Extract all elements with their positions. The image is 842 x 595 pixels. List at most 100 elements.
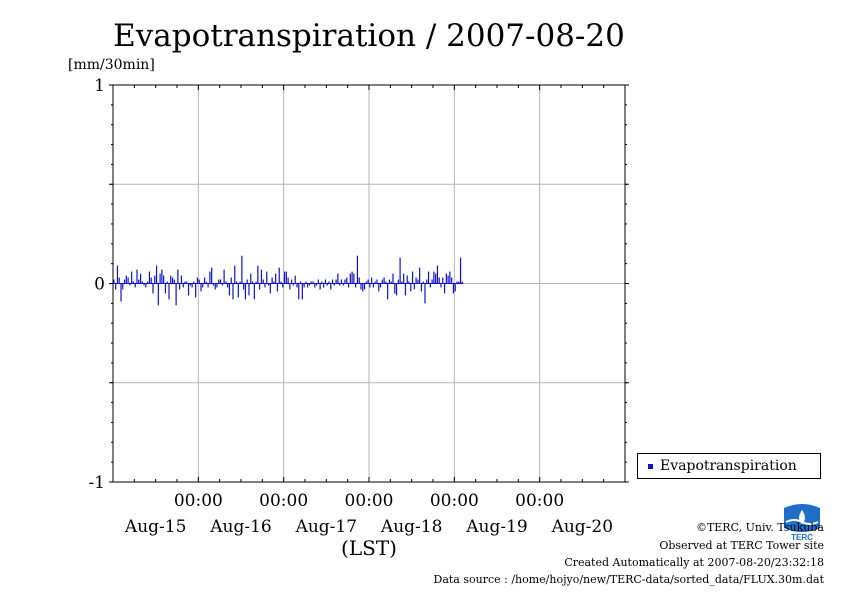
data-bar <box>136 269 138 284</box>
data-bar <box>143 283 145 286</box>
data-bar <box>250 273 252 284</box>
x-tick-time-label: 00:00 <box>345 491 394 511</box>
data-bar <box>451 277 453 284</box>
data-bar <box>413 283 415 290</box>
data-bar <box>388 279 391 284</box>
data-bar <box>120 283 122 302</box>
data-bar <box>351 271 353 284</box>
data-bar <box>200 283 202 292</box>
data-bar <box>182 283 184 288</box>
data-bar <box>433 271 435 284</box>
data-bar <box>276 283 279 292</box>
data-bar <box>285 271 287 284</box>
data-bar <box>459 257 462 284</box>
data-bar <box>298 283 300 300</box>
data-bar <box>219 279 222 284</box>
data-bar <box>294 275 296 284</box>
data-bar <box>356 255 359 284</box>
data-bar <box>209 271 211 284</box>
legend-swatch <box>648 464 653 469</box>
data-bar <box>141 281 143 284</box>
data-bar <box>429 283 431 288</box>
data-bar <box>202 283 204 288</box>
footer-created: Created Automatically at 2007-08-20/23:3… <box>564 556 824 569</box>
data-bar <box>198 279 200 284</box>
data-bar <box>243 283 245 290</box>
data-bar <box>147 281 149 284</box>
data-bar <box>365 281 367 284</box>
data-bar <box>271 277 273 284</box>
logo-text: TERC <box>791 533 813 542</box>
data-bar <box>180 275 183 284</box>
x-tick-time-label: 00:00 <box>174 491 223 511</box>
x-tick-date-label: Aug-16 <box>209 517 271 537</box>
data-bar <box>123 279 126 284</box>
data-bar <box>262 279 264 284</box>
data-bar <box>419 267 421 284</box>
data-bar <box>175 283 177 306</box>
data-bar <box>223 269 225 284</box>
data-bar <box>317 279 319 284</box>
data-bar <box>362 283 364 292</box>
data-bar <box>230 277 232 284</box>
data-bar <box>248 283 250 296</box>
data-bar <box>171 277 174 284</box>
data-bar <box>315 283 318 286</box>
x-tick-time-label: 00:00 <box>430 491 479 511</box>
data-bar <box>401 281 403 284</box>
data-bar <box>458 281 460 284</box>
y-tick-label: 1 <box>94 76 105 96</box>
footer-copyright: ©TERC, Univ. Tsukuba <box>695 521 824 534</box>
data-bar <box>330 283 332 290</box>
data-bar <box>399 257 401 284</box>
data-bar <box>424 283 426 304</box>
x-tick-date-label: Aug-17 <box>295 517 357 537</box>
data-bar <box>228 283 231 296</box>
data-bar <box>196 277 199 284</box>
data-bar <box>159 273 161 284</box>
x-tick-labels: 00:00 00:00 00:00 00:00 00:00 Aug-15 Aug-16 Aug… <box>124 491 613 537</box>
x-tick-date-label: Aug-18 <box>380 517 442 537</box>
data-bar <box>379 283 382 288</box>
data-bar <box>305 281 307 284</box>
data-bar <box>221 283 223 286</box>
footer-observed: Observed at TERC Tower site <box>659 539 824 552</box>
data-bar <box>308 283 311 286</box>
data-bar <box>227 283 229 288</box>
data-bar <box>449 271 451 284</box>
data-bar <box>177 269 179 284</box>
footer-source: Data source : /home/hojyo/new/TERC-data/… <box>433 573 825 586</box>
data-bar <box>303 283 305 288</box>
data-bar <box>163 275 165 284</box>
data-bar <box>168 283 170 300</box>
data-bar <box>115 283 117 290</box>
data-bar <box>440 283 442 288</box>
data-bar <box>461 281 463 284</box>
data-bar <box>173 279 175 284</box>
data-bar <box>385 281 387 284</box>
data-bar <box>246 279 248 284</box>
data-bar <box>324 279 327 284</box>
data-bar <box>454 283 456 292</box>
data-bar <box>127 277 129 284</box>
data-bar <box>211 267 213 284</box>
data-bar <box>232 283 234 300</box>
terc-logo-icon: TERC <box>782 502 822 542</box>
data-bar <box>431 279 433 284</box>
x-tick-date-label: Aug-15 <box>124 517 186 537</box>
data-bar <box>372 283 375 288</box>
x-tick-time-label: 00:00 <box>515 491 564 511</box>
data-bar <box>374 281 376 284</box>
data-bar <box>319 283 321 290</box>
data-bar <box>113 279 115 284</box>
y-axis-label: [mm/30min] <box>68 57 155 73</box>
data-bar <box>259 283 261 290</box>
data-bar <box>328 281 330 284</box>
y-tick-labels: 1 0 -1 <box>88 76 105 493</box>
data-bar <box>273 281 275 284</box>
data-bar <box>122 283 124 290</box>
data-bar <box>283 271 286 284</box>
data-bar <box>152 283 154 294</box>
data-bar <box>307 283 309 288</box>
